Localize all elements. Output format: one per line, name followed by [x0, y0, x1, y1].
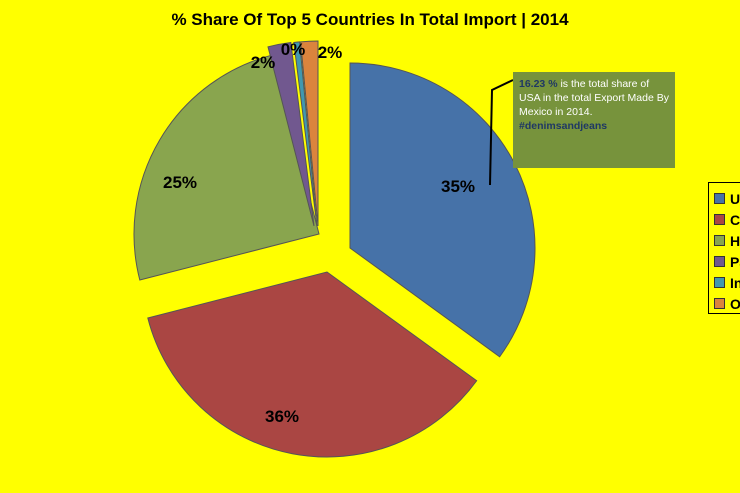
legend-label: In	[730, 274, 740, 291]
chart-title: % Share Of Top 5 Countries In Total Impo…	[171, 10, 569, 29]
legend-item-o: O	[714, 293, 740, 314]
callout-text: is the total share of USA in the total E…	[519, 78, 669, 118]
legend: US Ch Ho Pa In O	[708, 182, 740, 314]
callout-hashtag: #denimsandjeans	[519, 120, 608, 132]
data-label-ch: 36%	[265, 407, 299, 426]
data-label-in: 0%	[281, 40, 306, 59]
pie-slice-o	[300, 40, 319, 227]
legend-item-ho: Ho	[714, 230, 740, 251]
legend-label: Ho	[730, 232, 740, 249]
callout-highlight: 16.23 %	[519, 78, 558, 90]
pie-slice-ch	[147, 271, 478, 458]
data-label-pa: 2%	[251, 53, 276, 72]
pie-slice-ho	[133, 54, 320, 281]
legend-item-in: In	[714, 272, 740, 293]
data-label-o: 2%	[318, 43, 343, 62]
legend-swatch	[714, 277, 725, 288]
data-label-us: 35%	[441, 177, 475, 196]
callout-box: 16.23 % is the total share of USA in the…	[513, 72, 675, 168]
legend-item-us: US	[714, 188, 740, 209]
legend-label: Pa	[730, 253, 740, 270]
legend-swatch	[714, 193, 725, 204]
data-label-ho: 25%	[163, 173, 197, 192]
pie-slice-pa	[267, 41, 315, 227]
legend-item-pa: Pa	[714, 251, 740, 272]
legend-swatch	[714, 214, 725, 225]
legend-label: US	[730, 190, 740, 207]
legend-swatch	[714, 256, 725, 267]
legend-label: O	[730, 295, 740, 312]
callout-leader-line	[489, 79, 514, 186]
legend-swatch	[714, 235, 725, 246]
legend-label: Ch	[730, 211, 740, 228]
legend-swatch	[714, 298, 725, 309]
pie-slice-in	[293, 41, 318, 227]
legend-item-ch: Ch	[714, 209, 740, 230]
